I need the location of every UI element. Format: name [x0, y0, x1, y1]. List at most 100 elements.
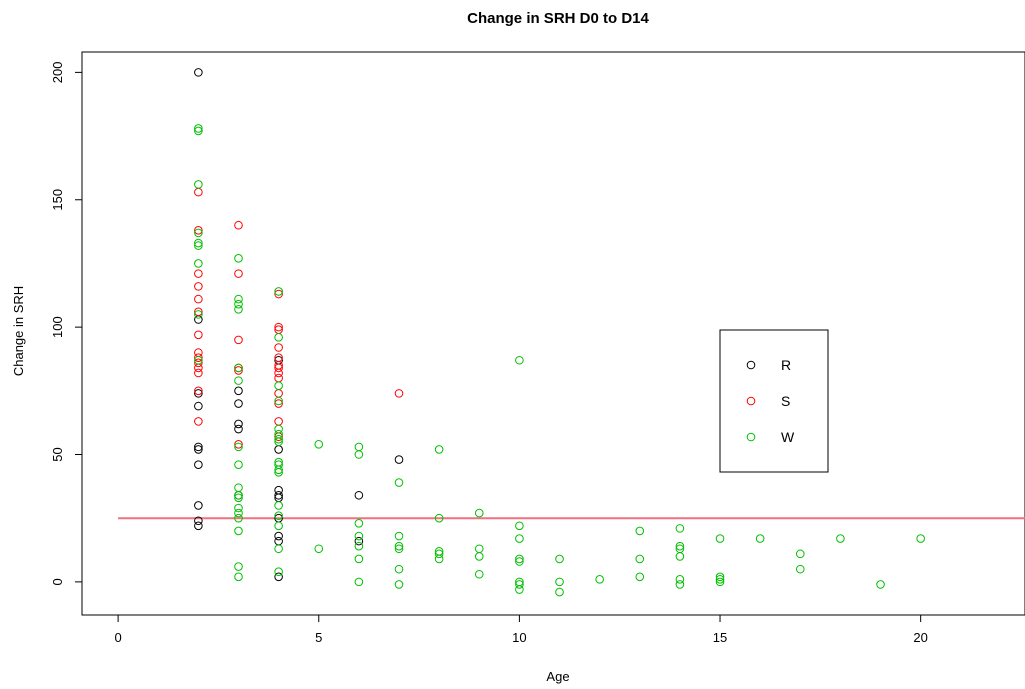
data-point	[715, 575, 725, 584]
data-point	[194, 307, 203, 317]
data-point	[274, 511, 283, 520]
data-point	[234, 366, 243, 375]
data-point	[394, 531, 404, 541]
y-tick-label: 100	[50, 316, 65, 338]
data-point	[274, 490, 283, 500]
data-point	[474, 544, 484, 554]
data-point	[274, 544, 283, 554]
legend-label: S	[781, 393, 790, 409]
data-point	[234, 483, 243, 492]
data-point	[555, 554, 564, 564]
data-point	[234, 419, 243, 429]
data-point	[274, 501, 283, 510]
data-point	[755, 534, 765, 543]
data-point	[394, 564, 404, 574]
data-point	[194, 516, 203, 526]
data-point	[234, 376, 243, 385]
data-point	[274, 572, 283, 582]
data-point	[194, 124, 203, 133]
data-point	[194, 259, 203, 268]
data-point	[515, 557, 524, 566]
data-point	[715, 572, 725, 582]
data-point	[274, 434, 283, 444]
data-point	[194, 353, 203, 363]
data-point	[194, 187, 203, 197]
data-point	[635, 554, 645, 564]
data-point	[194, 226, 203, 235]
data-point	[274, 389, 283, 398]
data-point	[274, 437, 283, 447]
data-point	[274, 445, 283, 454]
data-point	[274, 396, 283, 406]
y-axis-label: Change in SRH	[11, 286, 26, 376]
data-point	[274, 567, 283, 576]
data-point	[194, 126, 203, 136]
data-point	[234, 220, 243, 230]
data-point	[434, 549, 444, 559]
data-point	[515, 521, 524, 531]
y-tick-label: 50	[50, 447, 65, 461]
data-point	[675, 541, 685, 551]
data-point	[394, 580, 404, 589]
legend: R S W	[719, 329, 829, 473]
data-point	[474, 569, 484, 579]
data-point	[274, 465, 283, 475]
data-point	[234, 424, 243, 434]
data-point	[194, 310, 203, 319]
data-point	[234, 299, 243, 309]
data-point	[314, 544, 324, 554]
data-point	[194, 401, 203, 411]
data-point	[234, 508, 243, 518]
data-point	[515, 585, 524, 594]
data-point	[234, 254, 243, 263]
data-point	[314, 440, 324, 449]
x-axis: 0 5 10 15 20	[114, 614, 928, 645]
x-tick-label: 5	[315, 630, 322, 645]
data-point	[434, 554, 444, 564]
data-point	[234, 513, 243, 523]
data-point	[274, 363, 283, 373]
data-point	[274, 521, 283, 531]
data-point	[234, 386, 243, 396]
series-r	[194, 68, 404, 582]
data-point	[194, 501, 203, 510]
data-point	[194, 269, 203, 278]
data-point	[394, 478, 404, 487]
data-point	[194, 294, 203, 304]
data-point	[354, 450, 364, 459]
data-point	[274, 417, 283, 426]
series-s	[194, 187, 404, 449]
y-tick-label: 0	[50, 578, 65, 585]
data-point	[354, 541, 364, 551]
data-point	[274, 287, 283, 296]
data-point	[194, 417, 203, 426]
data-point	[274, 289, 283, 299]
series-w	[194, 124, 925, 597]
data-point	[274, 399, 283, 408]
x-axis-label: Age	[546, 669, 569, 684]
data-point	[354, 554, 364, 564]
legend-marker	[746, 396, 756, 406]
data-point	[234, 503, 243, 513]
data-point	[194, 460, 203, 469]
data-point	[715, 534, 725, 543]
data-point	[555, 577, 564, 587]
legend-label: R	[781, 357, 791, 373]
y-tick-label: 150	[50, 189, 65, 211]
data-point	[234, 335, 243, 345]
data-point	[394, 544, 404, 554]
data-point	[194, 238, 203, 248]
plot-area-frame	[81, 51, 1025, 616]
data-point	[234, 304, 243, 314]
legend-marker	[746, 432, 756, 442]
data-point	[274, 381, 283, 391]
data-point	[515, 534, 524, 543]
data-point	[194, 368, 203, 378]
data-point	[515, 355, 524, 365]
data-point	[795, 564, 805, 574]
x-tick-label: 10	[512, 630, 526, 645]
data-point	[354, 531, 364, 541]
data-point	[354, 577, 364, 587]
x-tick-label: 15	[713, 630, 727, 645]
data-point	[234, 572, 243, 582]
